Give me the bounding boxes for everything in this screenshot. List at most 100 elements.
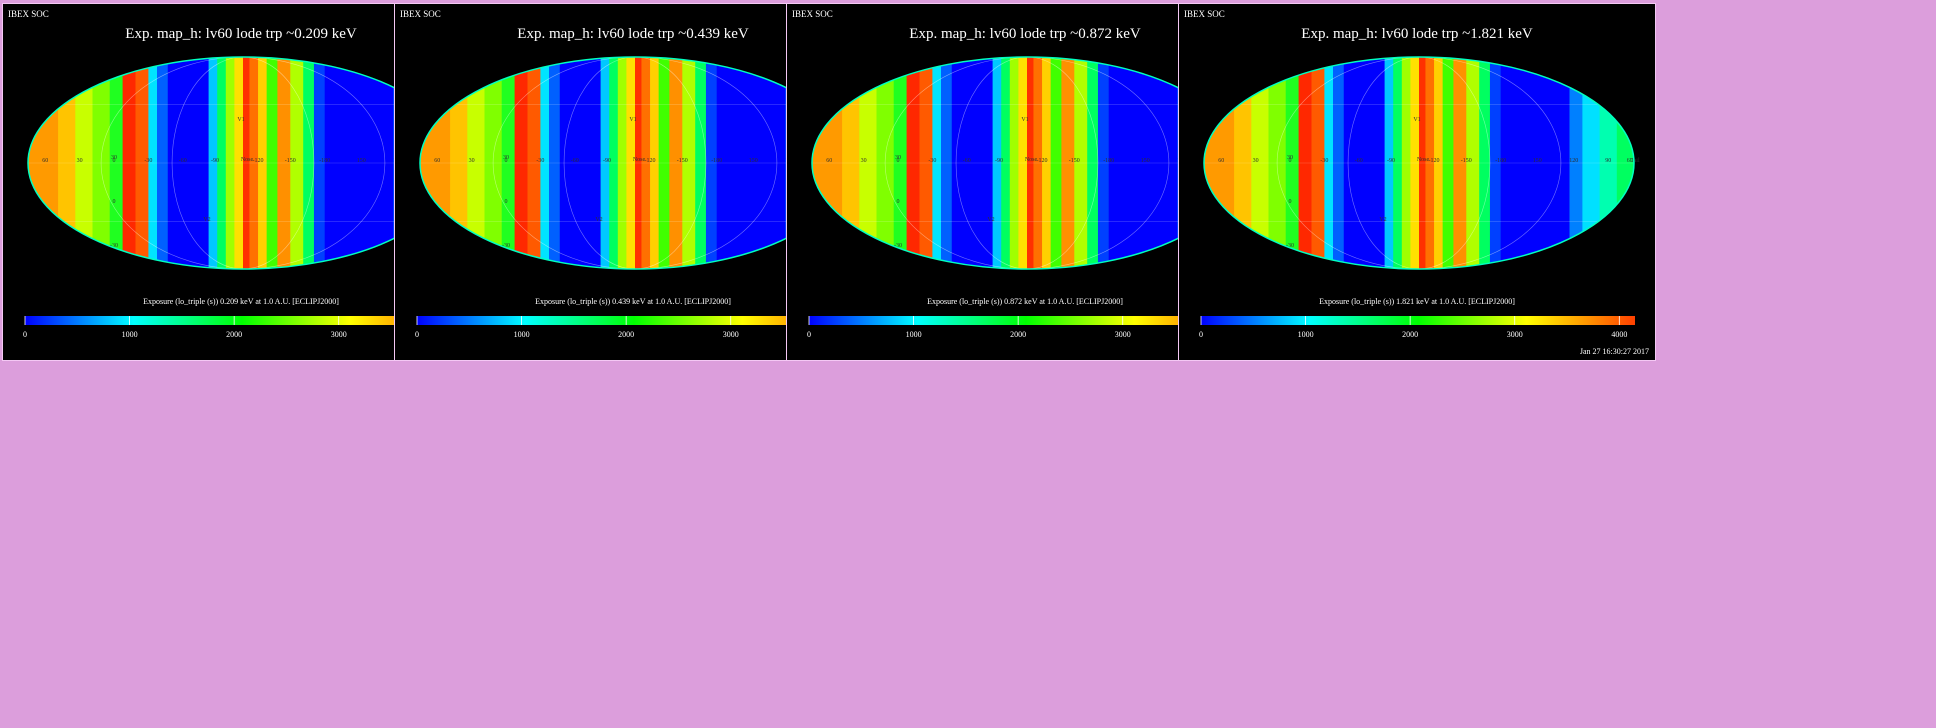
- stripe: [109, 57, 124, 269]
- marker-nose: Nose: [1025, 157, 1038, 163]
- marker-tail: Tail: [1630, 158, 1640, 164]
- lon-label: -60: [571, 158, 579, 164]
- stripe: [1074, 57, 1088, 269]
- colorbar-tick-label: 3000: [1115, 330, 1131, 339]
- stripe: [1001, 57, 1011, 269]
- stripe: [122, 57, 137, 269]
- stripe: [1569, 57, 1583, 269]
- lon-label: -60: [179, 158, 187, 164]
- stripe: [290, 57, 304, 269]
- stripe: [932, 57, 942, 269]
- panel-header: IBEX SOC: [400, 9, 441, 19]
- colorbar-title: Exposure (lo_triple (s)) 1.821 keV at 1.…: [1319, 297, 1515, 306]
- stripe: [225, 57, 235, 269]
- lat-label: -30: [502, 243, 510, 249]
- marker-v1: V1: [629, 117, 636, 123]
- stripe: [906, 57, 921, 269]
- lon-label: 90: [1605, 158, 1611, 164]
- lon-label: -150: [677, 158, 688, 164]
- stripe: [1050, 57, 1062, 269]
- stripe: [1108, 57, 1179, 269]
- lon-label: -120: [1037, 158, 1048, 164]
- colorbar-tick-label: 1000: [906, 330, 922, 339]
- lon-label: -150: [285, 158, 296, 164]
- lon-label: -30: [144, 158, 152, 164]
- stripe: [635, 57, 643, 269]
- stripe: [1311, 57, 1325, 269]
- lat-label: 0: [113, 199, 116, 205]
- panel-title: Exp. map_h: lv60 lode trp ~0.439 keV: [517, 26, 749, 42]
- stripe: [1251, 57, 1270, 269]
- stripe: [669, 57, 683, 269]
- marker-nose: Nose: [1417, 157, 1430, 163]
- sky-map-chart: IBEX SOC Exp. map_h: lv60 lode trp ~1.82…: [1184, 9, 1649, 356]
- lon-label: -150: [1461, 158, 1472, 164]
- stripe: [876, 57, 895, 269]
- stripe: [1324, 57, 1334, 269]
- stripe: [1285, 57, 1300, 269]
- colorbar: [25, 316, 459, 325]
- stripe: [1009, 57, 1019, 269]
- lon-label: 0: [1289, 158, 1292, 164]
- lon-label: -120: [1429, 158, 1440, 164]
- stripe: [1479, 57, 1491, 269]
- stripe: [941, 57, 953, 269]
- colorbar-tick-label: 3000: [331, 330, 347, 339]
- stripe: [1234, 57, 1252, 269]
- stripe: [705, 57, 718, 269]
- lon-label: 60: [42, 158, 48, 164]
- colorbar: [1201, 316, 1635, 325]
- colorbar-tick-label: 4000: [1611, 330, 1627, 339]
- stripe: [992, 57, 1002, 269]
- colorbar-tick-label: 3000: [1507, 330, 1523, 339]
- stripe: [682, 57, 696, 269]
- stripe: [58, 57, 76, 269]
- timestamp: Jan 27 16:30:27 2017: [1580, 347, 1649, 356]
- colorbar-tick-label: 1000: [1298, 330, 1314, 339]
- stripe: [266, 57, 278, 269]
- lat-label: 30: [895, 155, 901, 161]
- stripe: [617, 57, 627, 269]
- stripe: [501, 57, 516, 269]
- colorbar-title: Exposure (lo_triple (s)) 0.872 keV at 1.…: [927, 297, 1123, 306]
- stripe: [951, 57, 994, 269]
- lon-label: -30: [1320, 158, 1328, 164]
- marker-v2: V2: [1379, 217, 1386, 223]
- lon-label: 150: [1533, 158, 1542, 164]
- lon-label: 30: [861, 158, 867, 164]
- stripe: [157, 57, 169, 269]
- panel-title: Exp. map_h: lv60 lode trp ~1.821 keV: [1301, 26, 1533, 42]
- colorbar-tick-label: 2000: [618, 330, 634, 339]
- stripe: [1425, 57, 1435, 269]
- lon-label: -120: [253, 158, 264, 164]
- stripe: [658, 57, 670, 269]
- stripe: [1500, 57, 1571, 269]
- stripe: [148, 57, 158, 269]
- marker-nose: Nose: [633, 157, 646, 163]
- marker-v1: V1: [1413, 117, 1420, 123]
- lon-label: -150: [1069, 158, 1080, 164]
- stripe: [234, 57, 244, 269]
- stripe: [559, 57, 602, 269]
- lat-label: 0: [1289, 199, 1292, 205]
- lon-label: -120: [645, 158, 656, 164]
- stripe: [549, 57, 561, 269]
- lon-label: 60: [1627, 158, 1633, 164]
- stripe: [650, 57, 660, 269]
- stripe: [1393, 57, 1403, 269]
- lon-label: 150: [1141, 158, 1150, 164]
- stripe: [919, 57, 933, 269]
- lon-label: -180: [1495, 158, 1506, 164]
- stripe: [1087, 57, 1099, 269]
- panel-title: Exp. map_h: lv60 lode trp ~0.209 keV: [125, 26, 357, 42]
- stripe: [600, 57, 610, 269]
- stripe: [243, 57, 251, 269]
- lat-label: 0: [897, 199, 900, 205]
- stripe: [1268, 57, 1287, 269]
- lon-label: 150: [749, 158, 758, 164]
- lon-label: 30: [1253, 158, 1259, 164]
- stripe: [1582, 57, 1601, 269]
- lon-label: 30: [77, 158, 83, 164]
- lon-label: 60: [1218, 158, 1224, 164]
